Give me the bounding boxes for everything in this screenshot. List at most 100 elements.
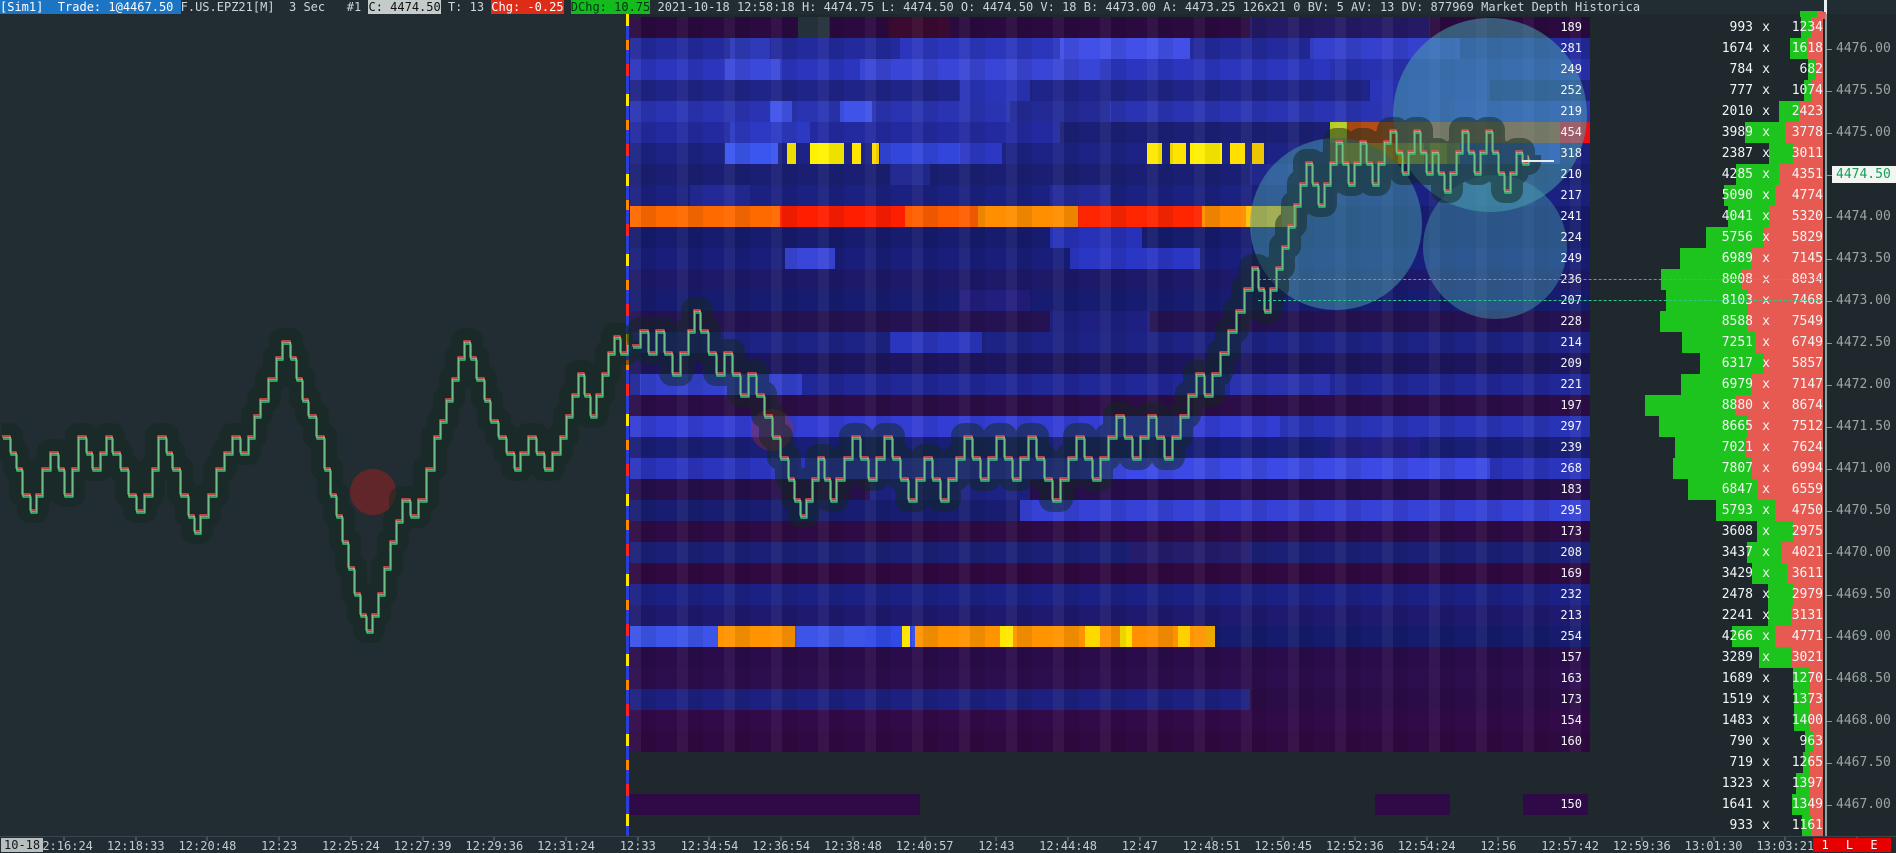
ask-size[interactable]: 3611 — [1791, 566, 1823, 581]
dom-row[interactable]: 1674 x 1618 — [1620, 38, 1823, 59]
dom-row[interactable]: 8880 x 8674 — [1620, 395, 1823, 416]
bid-size[interactable]: 8665 — [1721, 419, 1753, 434]
bid-size[interactable]: 1483 — [1721, 713, 1753, 728]
bid-size[interactable]: 1641 — [1721, 797, 1753, 812]
bid-size[interactable]: 6989 — [1721, 251, 1753, 266]
bid-size[interactable]: 4041 — [1721, 209, 1753, 224]
ask-size[interactable]: 2423 — [1791, 104, 1823, 119]
dom-row[interactable]: 6847 x 6559 — [1620, 479, 1823, 500]
dom-row[interactable]: 1519 x 1373 — [1620, 689, 1823, 710]
ask-size[interactable]: 3011 — [1791, 146, 1823, 161]
bid-size[interactable]: 1323 — [1721, 776, 1753, 791]
ask-size[interactable]: 4771 — [1791, 629, 1823, 644]
bid-size[interactable]: 4266 — [1721, 629, 1753, 644]
dom-row[interactable]: 2478 x 2979 — [1620, 584, 1823, 605]
time-axis[interactable]: 12:16:24 12:18:33 12:20:48 12:23 12:25:24 12:… — [0, 836, 1896, 853]
le-status-badge[interactable]: 1 L E — [1813, 838, 1891, 852]
bid-size[interactable]: 3429 — [1721, 566, 1753, 581]
ask-size[interactable]: 3021 — [1791, 650, 1823, 665]
dom-row[interactable]: 1689 x 1270 — [1620, 668, 1823, 689]
dom-row[interactable]: 790 x 963 — [1620, 731, 1823, 752]
ask-size[interactable]: 2975 — [1791, 524, 1823, 539]
bid-size[interactable]: 6847 — [1721, 482, 1753, 497]
bid-size[interactable]: 719 — [1729, 755, 1753, 770]
bid-size[interactable]: 784 — [1729, 62, 1753, 77]
ask-size[interactable]: 6559 — [1791, 482, 1823, 497]
bid-size[interactable]: 1674 — [1721, 41, 1753, 56]
dom-row[interactable]: 1641 x 1349 — [1620, 794, 1823, 815]
ask-size[interactable]: 4774 — [1791, 188, 1823, 203]
ask-size[interactable]: 5857 — [1791, 356, 1823, 371]
ask-size[interactable]: 3131 — [1791, 608, 1823, 623]
ask-size[interactable]: 1074 — [1791, 83, 1823, 98]
bid-size[interactable]: 3989 — [1721, 125, 1753, 140]
dom-row[interactable]: 719 x 1265 — [1620, 752, 1823, 773]
dom-row[interactable]: 1483 x 1400 — [1620, 710, 1823, 731]
ask-size[interactable]: 5829 — [1791, 230, 1823, 245]
ask-size[interactable]: 3778 — [1791, 125, 1823, 140]
bid-size[interactable]: 7807 — [1721, 461, 1753, 476]
ask-size[interactable]: 1234 — [1791, 20, 1823, 35]
bid-size[interactable]: 5090 — [1721, 188, 1753, 203]
ask-size[interactable]: 6749 — [1791, 335, 1823, 350]
ask-size[interactable]: 7145 — [1791, 251, 1823, 266]
dom-row[interactable]: 777 x 1074 — [1620, 80, 1823, 101]
ask-size[interactable]: 6994 — [1791, 461, 1823, 476]
bid-size[interactable]: 4285 — [1721, 167, 1753, 182]
ask-size[interactable]: 4750 — [1791, 503, 1823, 518]
price-chart-pane[interactable] — [0, 14, 627, 836]
bid-size[interactable]: 7251 — [1721, 335, 1753, 350]
ask-size[interactable]: 1349 — [1791, 797, 1823, 812]
ask-size[interactable]: 1270 — [1791, 671, 1823, 686]
ask-size[interactable]: 682 — [1799, 62, 1823, 77]
ask-size[interactable]: 5320 — [1791, 209, 1823, 224]
bid-size[interactable]: 1689 — [1721, 671, 1753, 686]
ask-size[interactable]: 4351 — [1791, 167, 1823, 182]
bid-size[interactable]: 5756 — [1721, 230, 1753, 245]
dom-row[interactable]: 1323 x 1397 — [1620, 773, 1823, 794]
bid-size[interactable]: 2241 — [1721, 608, 1753, 623]
dom-row[interactable]: 6989 x 7145 — [1620, 248, 1823, 269]
bid-size[interactable]: 8588 — [1721, 314, 1753, 329]
bid-size[interactable]: 7021 — [1721, 440, 1753, 455]
bid-size[interactable]: 790 — [1729, 734, 1753, 749]
dom-row[interactable]: 784 x 682 — [1620, 59, 1823, 80]
ask-size[interactable]: 7512 — [1791, 419, 1823, 434]
dom-row[interactable]: 993 x 1234 — [1620, 17, 1823, 38]
bid-size[interactable]: 3437 — [1721, 545, 1753, 560]
ask-size[interactable]: 1618 — [1791, 41, 1823, 56]
ask-size[interactable]: 1161 — [1791, 818, 1823, 833]
ask-size[interactable]: 963 — [1799, 734, 1823, 749]
dom-row[interactable]: 7807 x 6994 — [1620, 458, 1823, 479]
dom-row[interactable]: 4285 x 4351 — [1620, 164, 1823, 185]
dom-row[interactable]: 7251 x 6749 — [1620, 332, 1823, 353]
dom-row[interactable]: 3989 x 3778 — [1620, 122, 1823, 143]
ask-size[interactable]: 4021 — [1791, 545, 1823, 560]
dom-row[interactable]: 4266 x 4771 — [1620, 626, 1823, 647]
dom-row[interactable]: 8588 x 7549 — [1620, 311, 1823, 332]
dom-row[interactable]: 3289 x 3021 — [1620, 647, 1823, 668]
bid-size[interactable]: 3289 — [1721, 650, 1753, 665]
dom-row[interactable]: 3437 x 4021 — [1620, 542, 1823, 563]
dom-row[interactable]: 6317 x 5857 — [1620, 353, 1823, 374]
bid-size[interactable]: 2010 — [1721, 104, 1753, 119]
dom-row[interactable]: 5756 x 5829 — [1620, 227, 1823, 248]
dom-row[interactable]: 5793 x 4750 — [1620, 500, 1823, 521]
ask-size[interactable]: 1265 — [1791, 755, 1823, 770]
dom-row[interactable]: 7021 x 7624 — [1620, 437, 1823, 458]
bid-size[interactable]: 3608 — [1721, 524, 1753, 539]
dom-row[interactable]: 5090 x 4774 — [1620, 185, 1823, 206]
bid-size[interactable]: 2478 — [1721, 587, 1753, 602]
bid-size[interactable]: 5793 — [1721, 503, 1753, 518]
ask-size[interactable]: 2979 — [1791, 587, 1823, 602]
dom-row[interactable]: 3429 x 3611 — [1620, 563, 1823, 584]
bid-size[interactable]: 1519 — [1721, 692, 1753, 707]
bid-size[interactable]: 933 — [1729, 818, 1753, 833]
bid-size[interactable]: 777 — [1729, 83, 1753, 98]
dom-row[interactable]: 8665 x 7512 — [1620, 416, 1823, 437]
ask-size[interactable]: 8674 — [1791, 398, 1823, 413]
dom-row[interactable]: 3608 x 2975 — [1620, 521, 1823, 542]
dom-row[interactable]: 2387 x 3011 — [1620, 143, 1823, 164]
bid-size[interactable]: 6317 — [1721, 356, 1753, 371]
ask-size[interactable]: 1400 — [1791, 713, 1823, 728]
